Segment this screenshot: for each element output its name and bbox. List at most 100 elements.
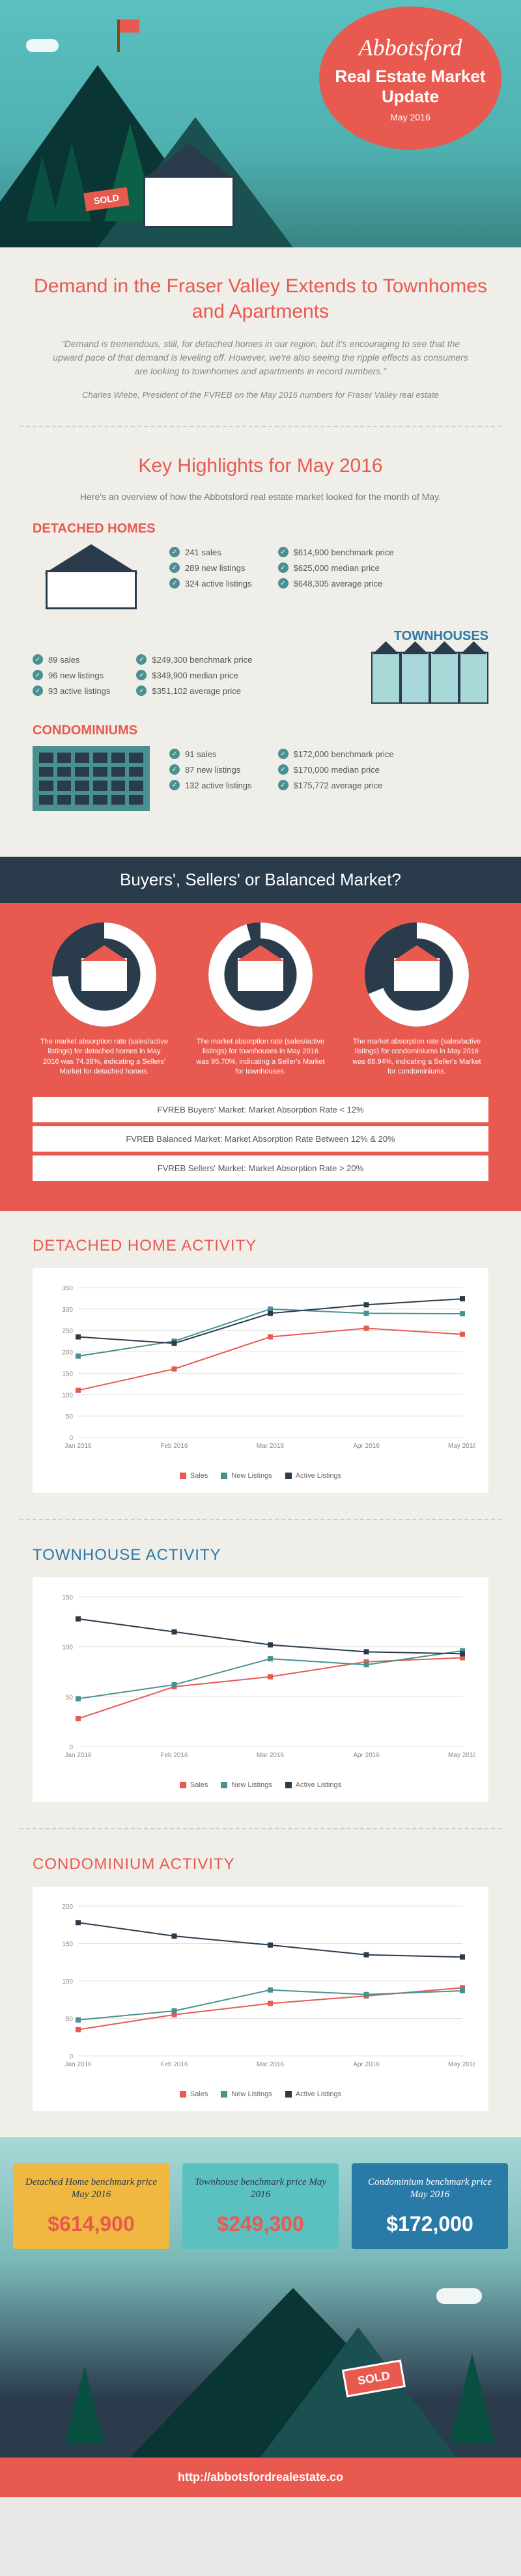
- stat-list: ✓ $249,300 benchmark price ✓ $349,900 media…: [136, 652, 252, 699]
- stat-text: $625,000 median price: [294, 563, 380, 573]
- check-icon: ✓: [136, 670, 147, 680]
- svg-text:Jan 2016: Jan 2016: [64, 2061, 92, 2068]
- stat-text: 132 active listings: [185, 781, 252, 790]
- check-icon: ✓: [169, 780, 180, 790]
- svg-text:200: 200: [62, 1349, 73, 1356]
- check-icon: ✓: [33, 654, 43, 665]
- chart-section-townhouse: TOWNHOUSE ACTIVITY 050100150Jan 2016Feb …: [0, 1520, 521, 1828]
- stat-item: ✓ 87 new listings: [169, 762, 252, 777]
- svg-text:300: 300: [62, 1306, 73, 1313]
- legend-swatch: [180, 1782, 186, 1788]
- benchmark-price: $172,000: [359, 2212, 500, 2236]
- stat-item: ✓ 241 sales: [169, 544, 252, 560]
- stat-text: $172,000 benchmark price: [294, 749, 394, 759]
- detached-house-icon: [33, 544, 150, 609]
- svg-text:0: 0: [69, 1744, 73, 1751]
- stat-item: ✓289 new listings: [169, 560, 252, 575]
- stat-item: ✓ $351,102 average price: [136, 683, 252, 699]
- svg-text:250: 250: [62, 1327, 73, 1335]
- legend-label: Active Listings: [296, 1781, 341, 1789]
- stat-text: $170,000 median price: [294, 765, 380, 775]
- donut-house-icon: [238, 958, 283, 991]
- svg-text:Apr 2016: Apr 2016: [353, 1443, 380, 1450]
- chart-title: CONDOMINIUM ACTIVITY: [33, 1855, 488, 1874]
- condo-chart: 050100150200Jan 2016Feb 2016Mar 2016Apr …: [46, 1900, 475, 2082]
- check-icon: ✓: [136, 686, 147, 696]
- stat-item: ✓ 132 active listings: [169, 777, 252, 793]
- check-icon: ✓: [169, 547, 180, 557]
- stat-text: 241 sales: [185, 547, 221, 557]
- stat-item: ✓ $349,900 median price: [136, 667, 252, 683]
- header-title: Real Estate Market Update: [332, 66, 488, 107]
- house-icon: [130, 150, 247, 228]
- legend-item: New Listings: [221, 2090, 272, 2098]
- check-icon: ✓: [169, 749, 180, 759]
- chart-title: DETACHED HOME ACTIVITY: [33, 1237, 488, 1255]
- svg-text:Mar 2016: Mar 2016: [257, 1752, 285, 1759]
- intro-section: Demand in the Fraser Valley Extends to T…: [0, 247, 521, 426]
- chart-legend: SalesNew ListingsActive Listings: [46, 2090, 475, 2098]
- svg-text:100: 100: [62, 1978, 73, 1986]
- chart-wrap: 050100150200Jan 2016Feb 2016Mar 2016Apr …: [33, 1887, 488, 2111]
- chart-legend: SalesNew ListingsActive Listings: [46, 1472, 475, 1480]
- stat-text: 91 sales: [185, 749, 216, 759]
- svg-text:100: 100: [62, 1392, 73, 1399]
- svg-text:May 2016: May 2016: [448, 1443, 475, 1450]
- svg-text:Jan 2016: Jan 2016: [64, 1443, 92, 1450]
- legend-item: New Listings: [221, 1781, 272, 1789]
- header-scene: SOLD Abbotsford Real Estate Market Updat…: [0, 0, 521, 247]
- highlights-title: Key Highlights for May 2016: [33, 453, 488, 478]
- legend-label: Sales: [190, 1781, 208, 1789]
- svg-text:Feb 2016: Feb 2016: [160, 1752, 188, 1759]
- stat-text: $614,900 benchmark price: [294, 547, 394, 557]
- condo-icon: [33, 746, 150, 811]
- svg-text:Apr 2016: Apr 2016: [353, 1752, 380, 1759]
- stat-text: 87 new listings: [185, 765, 240, 775]
- svg-text:100: 100: [62, 1644, 73, 1651]
- stat-text: $351,102 average price: [152, 686, 241, 696]
- chart-section-condo: CONDOMINIUM ACTIVITY 050100150200Jan 201…: [0, 1829, 521, 2137]
- legend-item: Sales: [180, 2090, 208, 2098]
- highlights-section: Key Highlights for May 2016 Here's an ov…: [0, 427, 521, 857]
- check-icon: ✓: [33, 670, 43, 680]
- benchmark-card: Condominium benchmark price May 2016 $17…: [352, 2163, 508, 2249]
- chart-legend: Sales New Listings Active Listings: [46, 1781, 475, 1789]
- donut-row: The market absorption rate (sales/active…: [33, 922, 488, 1077]
- legend-label: Sales: [190, 1472, 208, 1480]
- donut-column: The market absorption rate (sales/active…: [352, 922, 482, 1077]
- stat-item: ✓$175,772 average price: [278, 777, 394, 793]
- highlights-subtitle: Here's an overview of how the Abbotsford…: [33, 492, 488, 502]
- svg-text:Feb 2016: Feb 2016: [160, 1443, 188, 1450]
- svg-text:Apr 2016: Apr 2016: [353, 2061, 380, 2068]
- check-icon: ✓: [169, 764, 180, 775]
- legend-label: New Listings: [231, 1472, 272, 1480]
- svg-text:50: 50: [66, 1694, 74, 1701]
- header-location: Abbotsford: [359, 34, 462, 61]
- stat-item: ✓$625,000 median price: [278, 560, 394, 575]
- stat-text: $249,300 benchmark price: [152, 655, 252, 665]
- chart-title: TOWNHOUSE ACTIVITY: [33, 1546, 488, 1564]
- donut-caption: The market absorption rate (sales/active…: [195, 1037, 326, 1077]
- flag-icon: [117, 20, 120, 52]
- donut-column: The market absorption rate (sales/active…: [39, 922, 169, 1077]
- check-icon: ✓: [169, 578, 180, 589]
- chart-wrap: 050100150200250300350Jan 2016Feb 2016Mar…: [33, 1268, 488, 1493]
- townhouse-chart: 050100150Jan 2016Feb 2016Mar 2016Apr 201…: [46, 1590, 475, 1773]
- svg-text:0: 0: [69, 1435, 73, 1442]
- check-icon: ✓: [278, 764, 289, 775]
- tree-icon: [449, 2353, 495, 2444]
- intro-quote: "Demand is tremendous, still, for detach…: [33, 337, 488, 378]
- stat-text: $349,900 median price: [152, 671, 238, 680]
- legend-swatch: [221, 2091, 227, 2098]
- stat-list: ✓241 sales✓289 new listings✓324 active l…: [169, 544, 252, 591]
- svg-text:Mar 2016: Mar 2016: [257, 2061, 285, 2068]
- check-icon: ✓: [136, 654, 147, 665]
- tree-icon: [65, 2366, 104, 2444]
- stat-item: ✓93 active listings: [33, 683, 110, 699]
- svg-text:Mar 2016: Mar 2016: [257, 1443, 285, 1450]
- stat-list: ✓$172,000 benchmark price✓$170,000 media…: [278, 746, 394, 793]
- chart-wrap: 050100150Jan 2016Feb 2016Mar 2016Apr 201…: [33, 1577, 488, 1802]
- svg-text:0: 0: [69, 2053, 73, 2060]
- legend-swatch: [285, 1782, 292, 1788]
- legend-item: Sales: [180, 1472, 208, 1480]
